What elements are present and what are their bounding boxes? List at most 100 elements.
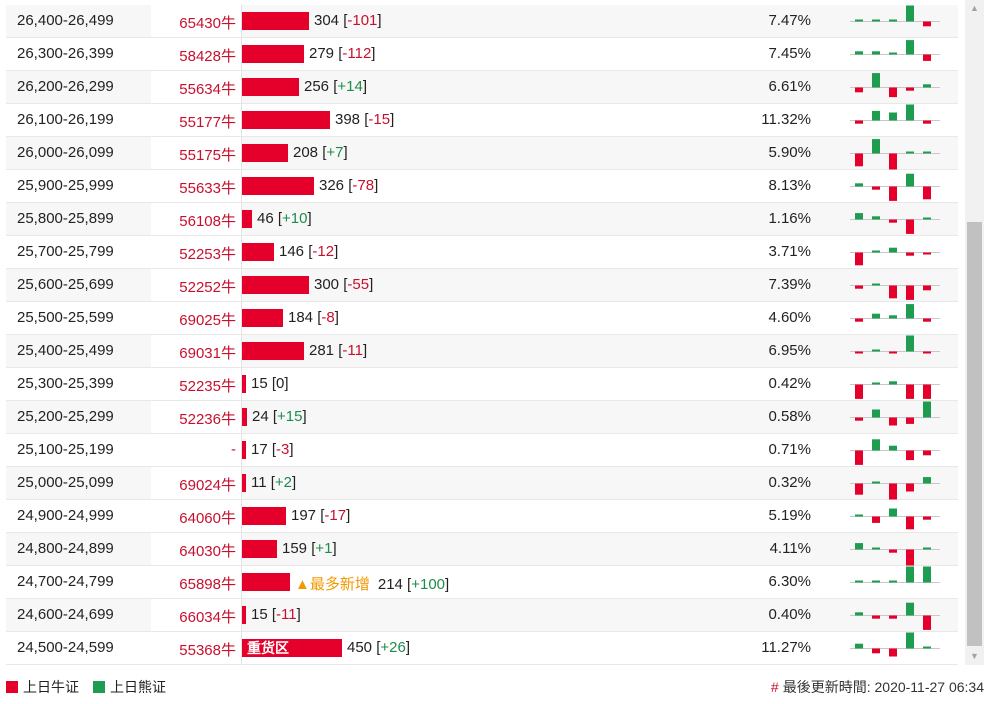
price-range: 25,900-25,999 <box>17 177 114 194</box>
sparkline-bar <box>923 477 931 484</box>
scroll-thumb[interactable] <box>967 222 982 646</box>
cbbc-code-link[interactable]: 55634牛 <box>179 81 236 98</box>
table-row[interactable]: 26,300-26,399 58428牛 279 [-112] 7.45% <box>6 38 958 71</box>
cbbc-code-link[interactable]: 56108牛 <box>179 213 236 230</box>
price-range: 24,700-24,799 <box>17 573 114 590</box>
price-range: 25,600-25,699 <box>17 276 114 293</box>
table-row[interactable]: 26,100-26,199 55177牛 398 [-15] 11.32% <box>6 104 958 137</box>
vertical-scrollbar[interactable]: ▲ ▼ <box>965 0 984 665</box>
table-row[interactable]: 25,900-25,999 55633牛 326 [-78] 8.13% <box>6 170 958 203</box>
table-row[interactable]: 25,700-25,799 52253牛 146 [-12] 3.71% <box>6 236 958 269</box>
count-cell: 15 [-11] <box>251 606 301 623</box>
sparkline-bar <box>872 615 880 619</box>
table-row[interactable]: 24,900-24,999 64060牛 197 [-17] 5.19% <box>6 500 958 533</box>
cbbc-code-link[interactable]: 55368牛 <box>179 642 236 659</box>
price-range: 25,100-25,199 <box>17 441 114 458</box>
delta-value: -8 <box>321 309 335 326</box>
table-row[interactable]: 25,000-25,099 69024牛 11 [+2] 0.32% <box>6 467 958 500</box>
quantity-bar <box>242 606 246 624</box>
code-cell <box>151 203 241 235</box>
quantity-bar <box>242 144 288 162</box>
cbbc-code-link[interactable]: 58428牛 <box>179 48 236 65</box>
scroll-up-arrow-icon[interactable]: ▲ <box>970 3 979 13</box>
cbbc-code-link[interactable]: 52253牛 <box>179 246 236 263</box>
scroll-down-arrow-icon[interactable]: ▼ <box>970 651 979 661</box>
count-value: 159 <box>282 540 308 557</box>
count-cell: 279 [-112] <box>309 45 376 62</box>
table-row[interactable]: 26,200-26,299 55634牛 256 [+14] 6.61% <box>6 71 958 104</box>
price-range: 25,300-25,399 <box>17 375 114 392</box>
table-row[interactable]: 25,500-25,599 69025牛 184 [-8] 4.60% <box>6 302 958 335</box>
cbbc-distribution-table: 26,400-26,499 65430牛 304 [-101] 7.47% 26,300… <box>6 5 958 665</box>
sparkline-bar <box>872 110 880 121</box>
cbbc-code-link[interactable]: 64060牛 <box>179 510 236 527</box>
sparkline-bar <box>889 153 897 170</box>
table-row[interactable]: 24,700-24,799 65898牛 ▲最多新增 214 [+100] 6.30% <box>6 566 958 599</box>
sparkline-bar <box>923 547 931 550</box>
quantity-bar <box>242 78 299 96</box>
sparkline-bar <box>923 615 931 630</box>
bear-swatch <box>93 681 105 693</box>
cbbc-code-link[interactable]: 55177牛 <box>179 114 236 131</box>
sparkline-bar <box>855 483 863 495</box>
legend-bear-label: 上日熊证 <box>110 679 166 695</box>
cbbc-code-link[interactable]: 69025牛 <box>179 312 236 329</box>
sparkline-bar <box>906 417 914 424</box>
count-cell: 15 [0] <box>251 375 289 392</box>
cbbc-code-link[interactable]: 66034牛 <box>179 609 236 626</box>
cbbc-code-link[interactable]: 52236牛 <box>179 411 236 428</box>
table-row[interactable]: 26,400-26,499 65430牛 304 [-101] 7.47% <box>6 5 958 38</box>
sparkline-bar <box>872 73 880 88</box>
table-row[interactable]: 26,000-26,099 55175牛 208 [+7] 5.90% <box>6 137 958 170</box>
column-divider <box>241 566 242 598</box>
cbbc-code-link[interactable]: 52235牛 <box>179 378 236 395</box>
cbbc-code-link[interactable]: 65898牛 <box>179 576 236 593</box>
sparkline <box>850 173 940 201</box>
cbbc-code-link[interactable]: 69031牛 <box>179 345 236 362</box>
table-row[interactable]: 24,500-24,599 55368牛 重货区 450 [+26] 11.27% <box>6 632 958 665</box>
sparkline-bar <box>906 632 914 649</box>
table-row[interactable]: 25,800-25,899 56108牛 46 [+10] 1.16% <box>6 203 958 236</box>
sparkline-bar <box>923 186 931 200</box>
table-row[interactable]: 25,100-25,199 -17 [-3] 0.71% <box>6 434 958 467</box>
table-row[interactable]: 25,400-25,499 69031牛 281 [-11] 6.95% <box>6 335 958 368</box>
sparkline-bar <box>923 84 931 88</box>
sparkline-bar <box>906 252 914 256</box>
cbbc-code-link[interactable]: 55633牛 <box>179 180 236 197</box>
count-cell: 159 [+1] <box>282 540 337 557</box>
table-row[interactable]: 25,600-25,699 52252牛 300 [-55] 7.39% <box>6 269 958 302</box>
sparkline-bar <box>923 21 931 27</box>
cbbc-code-link[interactable]: 52252牛 <box>179 279 236 296</box>
price-range: 24,500-24,599 <box>17 639 114 656</box>
count-value: 279 <box>309 45 335 62</box>
code-cell <box>151 401 241 433</box>
price-range: 25,500-25,599 <box>17 309 114 326</box>
cbbc-code-link[interactable]: 64030牛 <box>179 543 236 560</box>
count-cell: 256 [+14] <box>304 78 367 95</box>
price-range: 25,700-25,799 <box>17 243 114 260</box>
quantity-bar <box>242 309 283 327</box>
quantity-bar <box>242 540 277 558</box>
sparkline-bar <box>906 104 914 121</box>
sparkline-bar <box>872 547 880 550</box>
cbbc-code-link[interactable]: 65430牛 <box>179 15 236 32</box>
sparkline <box>850 304 940 322</box>
count-value: 46 <box>257 210 274 227</box>
code-cell <box>151 302 241 334</box>
cbbc-code-link[interactable]: - <box>231 441 236 458</box>
sparkline-bar <box>906 173 914 187</box>
table-row[interactable]: 25,200-25,299 52236牛 24 [+15] 0.58% <box>6 401 958 434</box>
table-row[interactable]: 24,800-24,899 64030牛 159 [+1] 4.11% <box>6 533 958 566</box>
cbbc-code-link[interactable]: 69024牛 <box>179 477 236 494</box>
percent-value: 8.13% <box>768 177 811 194</box>
delta-value: 0 <box>276 375 285 392</box>
sparkline <box>850 335 940 354</box>
sparkline-bar <box>923 120 931 124</box>
table-row[interactable]: 25,300-25,399 52235牛 15 [0] 0.42% <box>6 368 958 401</box>
code-cell <box>151 269 241 301</box>
cbbc-code-link[interactable]: 55175牛 <box>179 147 236 164</box>
quantity-bar <box>242 12 309 30</box>
legend-bull-label: 上日牛证 <box>23 679 79 695</box>
table-row[interactable]: 24,600-24,699 66034牛 15 [-11] 0.40% <box>6 599 958 632</box>
percent-value: 4.11% <box>769 540 811 557</box>
